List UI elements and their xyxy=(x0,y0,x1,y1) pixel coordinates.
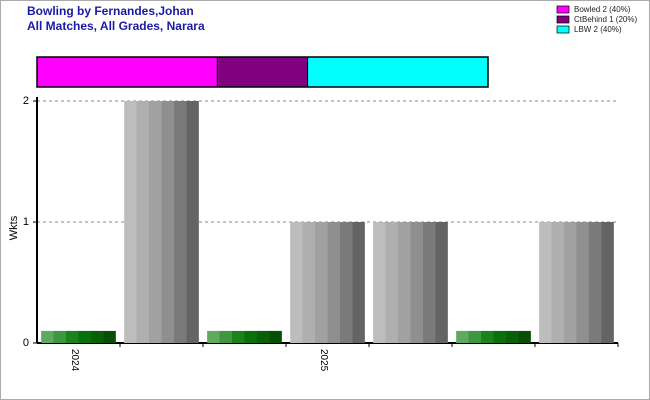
bar xyxy=(124,101,199,343)
legend-swatch xyxy=(556,25,570,34)
legend-swatch xyxy=(556,5,570,14)
bar xyxy=(207,330,282,343)
breakdown-segment xyxy=(216,56,309,88)
y-axis-label: Wkts xyxy=(8,215,20,240)
legend-label: CtBehind 1 (20%) xyxy=(574,15,637,24)
x-tick-label: 2024 xyxy=(69,349,80,372)
y-tick-label: 0 xyxy=(23,337,29,349)
bar xyxy=(373,222,448,343)
legend-label: Bowled 2 (40%) xyxy=(574,5,631,14)
bar xyxy=(41,330,116,343)
bar xyxy=(290,222,365,343)
breakdown-segment xyxy=(36,56,218,88)
x-tick-label: 2025 xyxy=(318,349,329,372)
legend-swatch xyxy=(556,15,570,24)
breakdown-segment xyxy=(307,56,489,88)
y-tick-label: 2 xyxy=(23,95,29,107)
chart-title: Bowling by Fernandes,Johan xyxy=(27,4,194,18)
chart-subtitle: All Matches, All Grades, Narara xyxy=(27,19,205,33)
bar xyxy=(456,330,531,343)
breakdown-frame xyxy=(36,56,489,88)
y-tick-label: 1 xyxy=(23,216,29,228)
legend-label: LBW 2 (40%) xyxy=(574,25,622,34)
bar xyxy=(539,222,614,343)
